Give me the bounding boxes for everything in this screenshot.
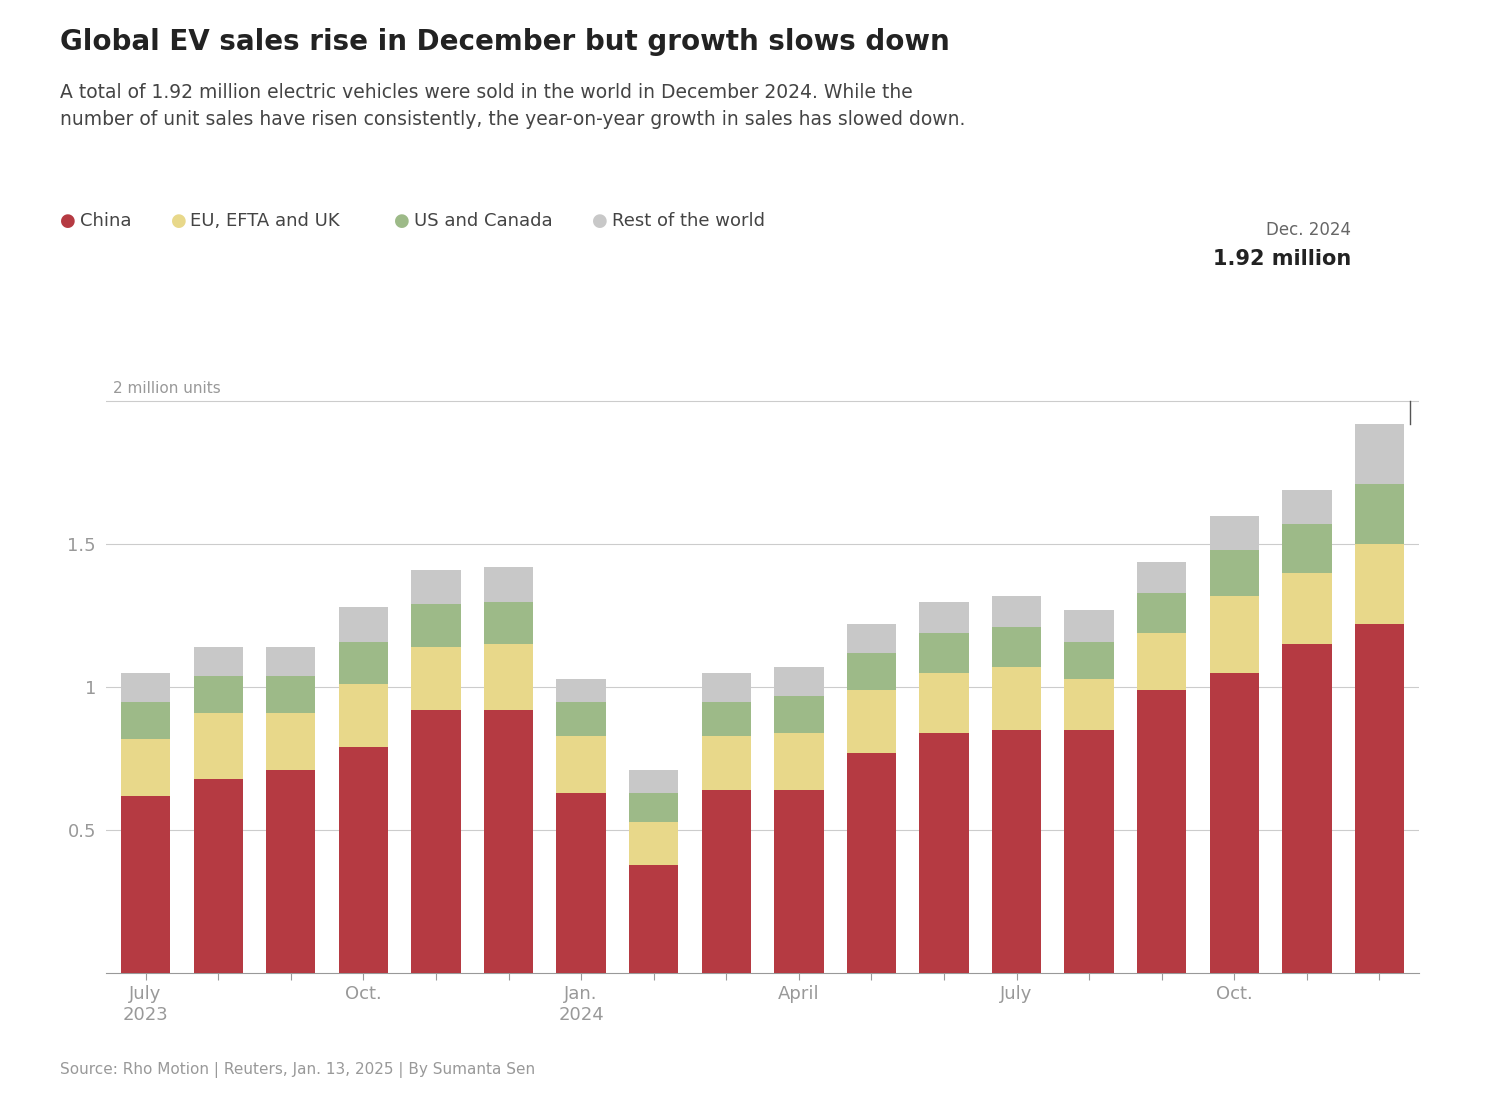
Bar <box>1282 524 1332 573</box>
Bar <box>266 676 316 713</box>
Text: Global EV sales rise in December but growth slows down: Global EV sales rise in December but gro… <box>60 28 950 55</box>
Bar <box>1065 611 1114 641</box>
Bar <box>702 735 750 791</box>
Bar <box>775 696 823 733</box>
Bar <box>266 713 316 770</box>
Bar <box>556 793 606 973</box>
Text: EU, EFTA and UK: EU, EFTA and UK <box>190 212 340 230</box>
Bar <box>411 710 461 973</box>
Bar <box>1354 425 1404 484</box>
Bar <box>556 679 606 701</box>
Bar <box>121 674 171 701</box>
Bar <box>338 748 388 973</box>
Bar <box>992 667 1042 730</box>
Bar <box>483 645 533 710</box>
Bar <box>992 730 1042 973</box>
Bar <box>1065 679 1114 730</box>
Bar <box>193 713 243 779</box>
Bar <box>847 653 895 690</box>
Bar <box>775 667 823 696</box>
Bar <box>1282 490 1332 524</box>
Bar <box>1137 690 1187 973</box>
Text: Source: Rho Motion | Reuters, Jan. 13, 2025 | By Sumanta Sen: Source: Rho Motion | Reuters, Jan. 13, 2… <box>60 1063 536 1078</box>
Bar <box>1354 484 1404 544</box>
Bar <box>121 701 171 739</box>
Text: China: China <box>80 212 131 230</box>
Bar <box>847 753 895 973</box>
Bar <box>920 733 969 973</box>
Bar <box>1137 562 1187 593</box>
Bar <box>266 770 316 973</box>
Bar <box>1354 544 1404 625</box>
Bar <box>992 627 1042 667</box>
Bar <box>702 701 750 735</box>
Bar <box>1065 730 1114 973</box>
Bar <box>992 596 1042 627</box>
Bar <box>775 791 823 973</box>
Bar <box>1210 674 1259 973</box>
Bar <box>483 710 533 973</box>
Text: ●: ● <box>592 212 607 230</box>
Bar <box>193 676 243 713</box>
Bar <box>411 570 461 604</box>
Bar <box>702 791 750 973</box>
Bar <box>411 647 461 710</box>
Bar <box>411 604 461 647</box>
Bar <box>1210 550 1259 596</box>
Bar <box>483 602 533 645</box>
Bar <box>1282 573 1332 645</box>
Bar <box>193 779 243 973</box>
Bar <box>702 674 750 701</box>
Bar <box>775 733 823 791</box>
Text: Rest of the world: Rest of the world <box>612 212 764 230</box>
Bar <box>121 739 171 796</box>
Bar <box>556 735 606 793</box>
Text: 2 million units: 2 million units <box>113 380 220 396</box>
Bar <box>1282 645 1332 973</box>
Bar <box>920 674 969 733</box>
Text: A total of 1.92 million electric vehicles were sold in the world in December 202: A total of 1.92 million electric vehicle… <box>60 83 966 129</box>
Bar <box>1210 515 1259 550</box>
Bar <box>483 567 533 602</box>
Text: ●: ● <box>394 212 409 230</box>
Bar <box>920 633 969 674</box>
Bar <box>338 685 388 748</box>
Bar <box>1137 633 1187 690</box>
Bar <box>920 602 969 633</box>
Bar <box>266 647 316 676</box>
Bar <box>847 690 895 753</box>
Text: ●: ● <box>60 212 76 230</box>
Text: Dec. 2024: Dec. 2024 <box>1267 221 1351 239</box>
Bar <box>1354 625 1404 973</box>
Bar <box>1137 593 1187 633</box>
Bar <box>338 641 388 685</box>
Bar <box>630 793 678 822</box>
Bar <box>1210 596 1259 674</box>
Bar <box>847 625 895 653</box>
Bar <box>193 647 243 676</box>
Bar <box>630 770 678 793</box>
Bar <box>338 607 388 641</box>
Text: ●: ● <box>171 212 186 230</box>
Bar <box>556 701 606 735</box>
Bar <box>630 822 678 865</box>
Bar <box>121 796 171 973</box>
Text: US and Canada: US and Canada <box>414 212 553 230</box>
Bar <box>630 865 678 973</box>
Bar <box>1065 641 1114 679</box>
Text: 1.92 million: 1.92 million <box>1213 249 1351 269</box>
